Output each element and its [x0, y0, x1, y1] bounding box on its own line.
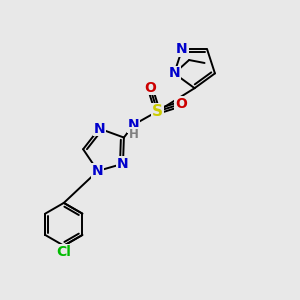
- Text: O: O: [175, 97, 187, 111]
- Text: N: N: [128, 118, 140, 132]
- Text: N: N: [94, 122, 105, 136]
- Text: O: O: [144, 81, 156, 94]
- Text: N: N: [117, 157, 129, 171]
- Text: S: S: [152, 104, 163, 119]
- Text: H: H: [129, 128, 139, 141]
- Text: Cl: Cl: [56, 245, 71, 259]
- Text: N: N: [92, 164, 103, 178]
- Text: N: N: [176, 43, 188, 56]
- Text: N: N: [168, 66, 180, 80]
